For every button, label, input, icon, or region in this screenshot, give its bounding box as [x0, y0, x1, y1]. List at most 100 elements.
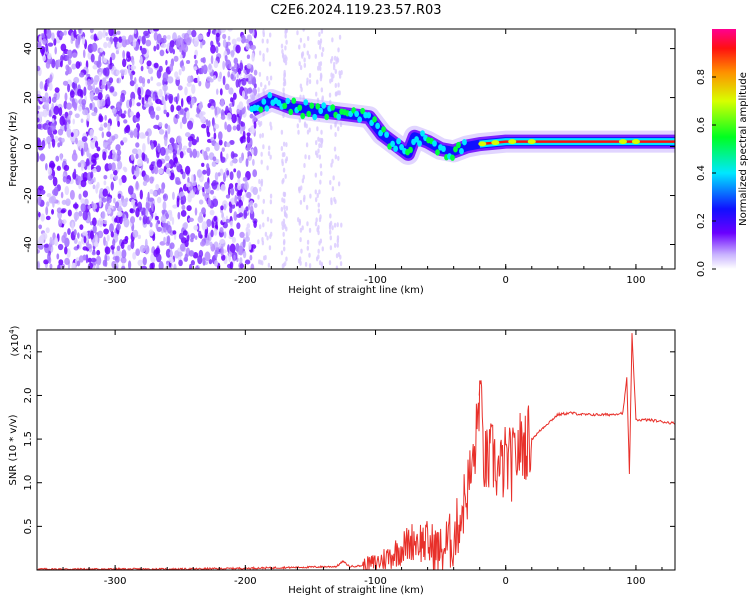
- spectrogram-noise-cell: [315, 189, 317, 194]
- spectrogram-noise-cell: [197, 169, 202, 178]
- spectrogram-noise-cell: [130, 65, 136, 69]
- spectrogram-noise-cell: [224, 204, 226, 209]
- spectrogram-noise-cell: [250, 45, 256, 50]
- spectrogram-noise-cell: [201, 66, 203, 75]
- spectrogram-noise-cell: [225, 60, 231, 69]
- spectrogram-noise-cell: [238, 246, 243, 256]
- spectrogram-ridge-cell: [258, 106, 263, 112]
- spectrogram-noise-cell: [226, 170, 229, 176]
- spectrogram-noise-cell: [261, 160, 263, 165]
- spectrogram-noise-cell: [247, 151, 251, 156]
- colorbar-tick-label: 0.8: [696, 69, 707, 85]
- spectrogram-noise-cell: [222, 61, 225, 70]
- spectrogram-noise-cell: [141, 48, 147, 55]
- spectrogram-noise-cell: [266, 76, 268, 81]
- spectrogram-noise-cell: [282, 161, 284, 166]
- spectrogram-ridge-cell: [264, 105, 269, 111]
- spectrogram-noise-cell: [224, 231, 227, 238]
- spectrogram-noise-cell: [53, 177, 58, 187]
- spectrogram-noise-cell: [108, 163, 112, 170]
- spectrogram-noise-cell: [70, 90, 75, 98]
- spectrogram-noise-cell: [93, 177, 96, 183]
- spectrogram-noise-cell: [133, 128, 137, 138]
- spectrogram-noise-cell: [270, 125, 272, 130]
- spectrogram-noise-cell: [303, 163, 305, 168]
- spectrogram-noise-cell: [135, 248, 140, 256]
- spectrogram-noise-cell: [46, 43, 49, 52]
- spectrogram-noise-cell: [61, 138, 65, 143]
- spectrogram-noise-cell: [140, 190, 143, 200]
- spectrogram-noise-cell: [63, 81, 68, 86]
- spectrogram-noise-cell: [62, 219, 67, 224]
- spectrogram-noise-cell: [238, 78, 241, 87]
- spectrogram-noise-cell: [189, 264, 192, 272]
- spectrogram-noise-cell: [52, 97, 57, 103]
- spectrogram-noise-cell: [316, 153, 318, 158]
- spectrogram-noise-cell: [104, 254, 107, 263]
- spectrogram-noise-cell: [155, 184, 159, 190]
- spectrogram-noise-cell: [338, 181, 340, 186]
- spectrogram-noise-cell: [38, 224, 42, 229]
- spectrogram-noise-cell: [215, 221, 218, 229]
- spectrogram-noise-cell: [87, 79, 92, 86]
- spectrogram-noise-cell: [130, 216, 135, 223]
- spectrogram-noise-cell: [103, 58, 107, 63]
- spectrogram-noise-cell: [192, 149, 197, 159]
- spectrogram-noise-cell: [316, 126, 318, 131]
- spectrogram-noise-cell: [245, 206, 248, 211]
- spectrogram-noise-cell: [61, 209, 66, 213]
- spectrogram-noise-cell: [105, 247, 111, 255]
- spectrogram-noise-cell: [320, 130, 322, 135]
- spectrogram-noise-cell: [129, 99, 132, 108]
- spectrogram-noise-cell: [78, 175, 80, 185]
- spectrogram-noise-cell: [112, 239, 115, 247]
- spectrogram-noise-cell: [92, 251, 96, 255]
- spectrogram-y-tick-label: 20: [23, 91, 34, 104]
- spectrogram-noise-cell: [117, 43, 122, 49]
- spectrogram-noise-cell: [100, 99, 105, 107]
- spectrogram-noise-cell: [334, 243, 336, 248]
- spectrogram-noise-cell: [297, 123, 299, 128]
- spectrogram-noise-cell: [335, 91, 337, 96]
- spectrogram-noise-cell: [329, 79, 331, 84]
- spectrogram-noise-cell: [162, 210, 166, 214]
- spectrogram-noise-cell: [188, 218, 194, 222]
- spectrogram-noise-cell: [72, 52, 77, 57]
- spectrogram-noise-cell: [107, 96, 110, 105]
- spectrogram-noise-cell: [57, 166, 61, 171]
- spectrogram-noise-cell: [301, 52, 303, 57]
- spectrogram-noise-cell: [79, 224, 83, 230]
- spectrogram-noise-cell: [60, 153, 62, 161]
- spectrogram-noise-cell: [120, 69, 125, 73]
- spectrogram-noise-cell: [130, 208, 134, 213]
- spectrogram-noise-cell: [90, 91, 94, 100]
- spectrogram-noise-cell: [163, 201, 167, 210]
- spectrogram-ridge-cell: [291, 98, 296, 104]
- spectrogram-noise-cell: [46, 29, 51, 39]
- spectrogram-noise-cell: [246, 43, 250, 50]
- spectrogram-noise-cell: [181, 65, 185, 71]
- spectrogram-ridge-cell: [435, 149, 440, 155]
- spectrogram-noise-cell: [252, 159, 255, 166]
- spectrogram-noise-cell: [124, 167, 128, 172]
- spectrogram-noise-cell: [257, 239, 259, 244]
- spectrogram-noise-cell: [336, 253, 338, 258]
- spectrogram-noise-cell: [111, 181, 114, 190]
- spectrogram-noise-cell: [189, 250, 194, 256]
- spectrogram-noise-cell: [110, 174, 114, 180]
- spectrogram-noise-cell: [232, 153, 238, 157]
- spectrogram-noise-cell: [54, 237, 58, 246]
- spectrogram-noise-cell: [222, 34, 226, 39]
- spectrogram-y-tick-label: 0: [23, 143, 34, 149]
- spectrogram-noise-cell: [214, 107, 217, 116]
- spectrogram-noise-cell: [164, 86, 167, 95]
- spectrogram-noise-cell: [309, 194, 311, 199]
- spectrogram-noise-cell: [63, 176, 67, 182]
- spectrogram-noise-cell: [270, 76, 272, 81]
- spectrogram-noise-cell: [191, 174, 194, 183]
- spectrogram-noise-cell: [223, 39, 227, 48]
- spectrogram-noise-cell: [183, 145, 187, 149]
- spectrogram-noise-cell: [300, 87, 302, 92]
- spectrogram-noise-cell: [206, 163, 209, 169]
- spectrogram-noise-cell: [296, 30, 298, 35]
